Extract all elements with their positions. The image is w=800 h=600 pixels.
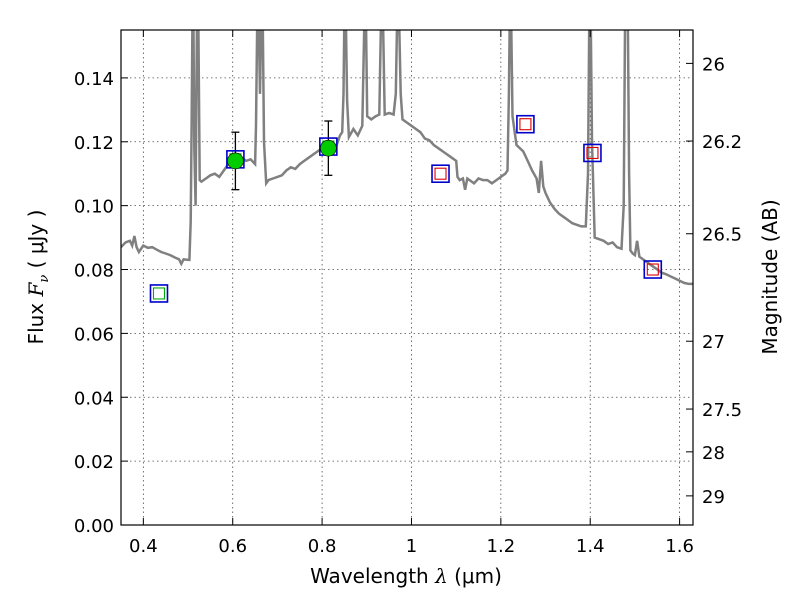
mag-tick-label: 28: [702, 443, 725, 464]
y-tick-label: 0.14: [74, 69, 114, 90]
model-square-inner: [434, 167, 447, 180]
y-tick-label: 0.06: [74, 324, 114, 345]
y-axis-label: Flux Fν ( μJy ): [24, 210, 52, 345]
right-axis-label: Magnitude (AB): [758, 199, 782, 354]
x-tick-label: 1.6: [665, 536, 694, 557]
y-tick-label: 0.08: [74, 261, 114, 282]
y-tick-label: 0.00: [74, 516, 114, 537]
mag-tick-label: 26.5: [702, 225, 742, 246]
model-sed-line: [121, 30, 693, 286]
y-tick-label: 0.10: [74, 197, 114, 218]
model-square-outer: [643, 260, 663, 279]
y-tick-label: 0.02: [74, 452, 114, 473]
model-photometry-squares: [149, 114, 663, 303]
model-square-outer: [149, 284, 169, 303]
model-square-inner: [519, 118, 532, 131]
x-tick-label: 1: [406, 536, 417, 557]
observed-photometry-points: [227, 139, 337, 170]
model-square-inner: [586, 146, 599, 160]
y-tick-label: 0.04: [74, 388, 114, 409]
x-tick-label: 1.4: [576, 536, 605, 557]
plot-frame: [120, 29, 694, 526]
model-square-outer: [431, 164, 450, 184]
mag-tick-label: 27.5: [702, 400, 742, 421]
model-square-inner: [646, 263, 659, 276]
observed-point: [227, 152, 244, 170]
axis-ticks: [121, 30, 693, 526]
tick-labels: 0.4 0.6 0.8 1 1.2 1.4 1.6 0.00 0.02 0.04 0.06 0.08 0…: [74, 54, 742, 557]
mag-tick-label: 29: [702, 487, 725, 508]
x-axis-label: Wavelength λ (μm): [310, 564, 502, 588]
x-tick-label: 0.6: [218, 536, 247, 557]
x-tick-label: 0.8: [308, 536, 337, 557]
observed-point: [320, 139, 337, 157]
x-tick-label: 0.4: [129, 536, 158, 557]
error-bars: [231, 120, 333, 191]
plot-area: [121, 30, 693, 303]
model-square-outer: [516, 114, 535, 134]
model-square-inner: [152, 287, 166, 300]
model-square-outer: [583, 143, 602, 163]
x-tick-label: 1.2: [487, 536, 516, 557]
mag-tick-label: 27: [702, 332, 725, 353]
mag-tick-label: 26: [702, 54, 725, 75]
grid: [121, 30, 693, 526]
y-tick-label: 0.12: [74, 133, 114, 154]
mag-tick-label: 26.2: [702, 132, 742, 153]
